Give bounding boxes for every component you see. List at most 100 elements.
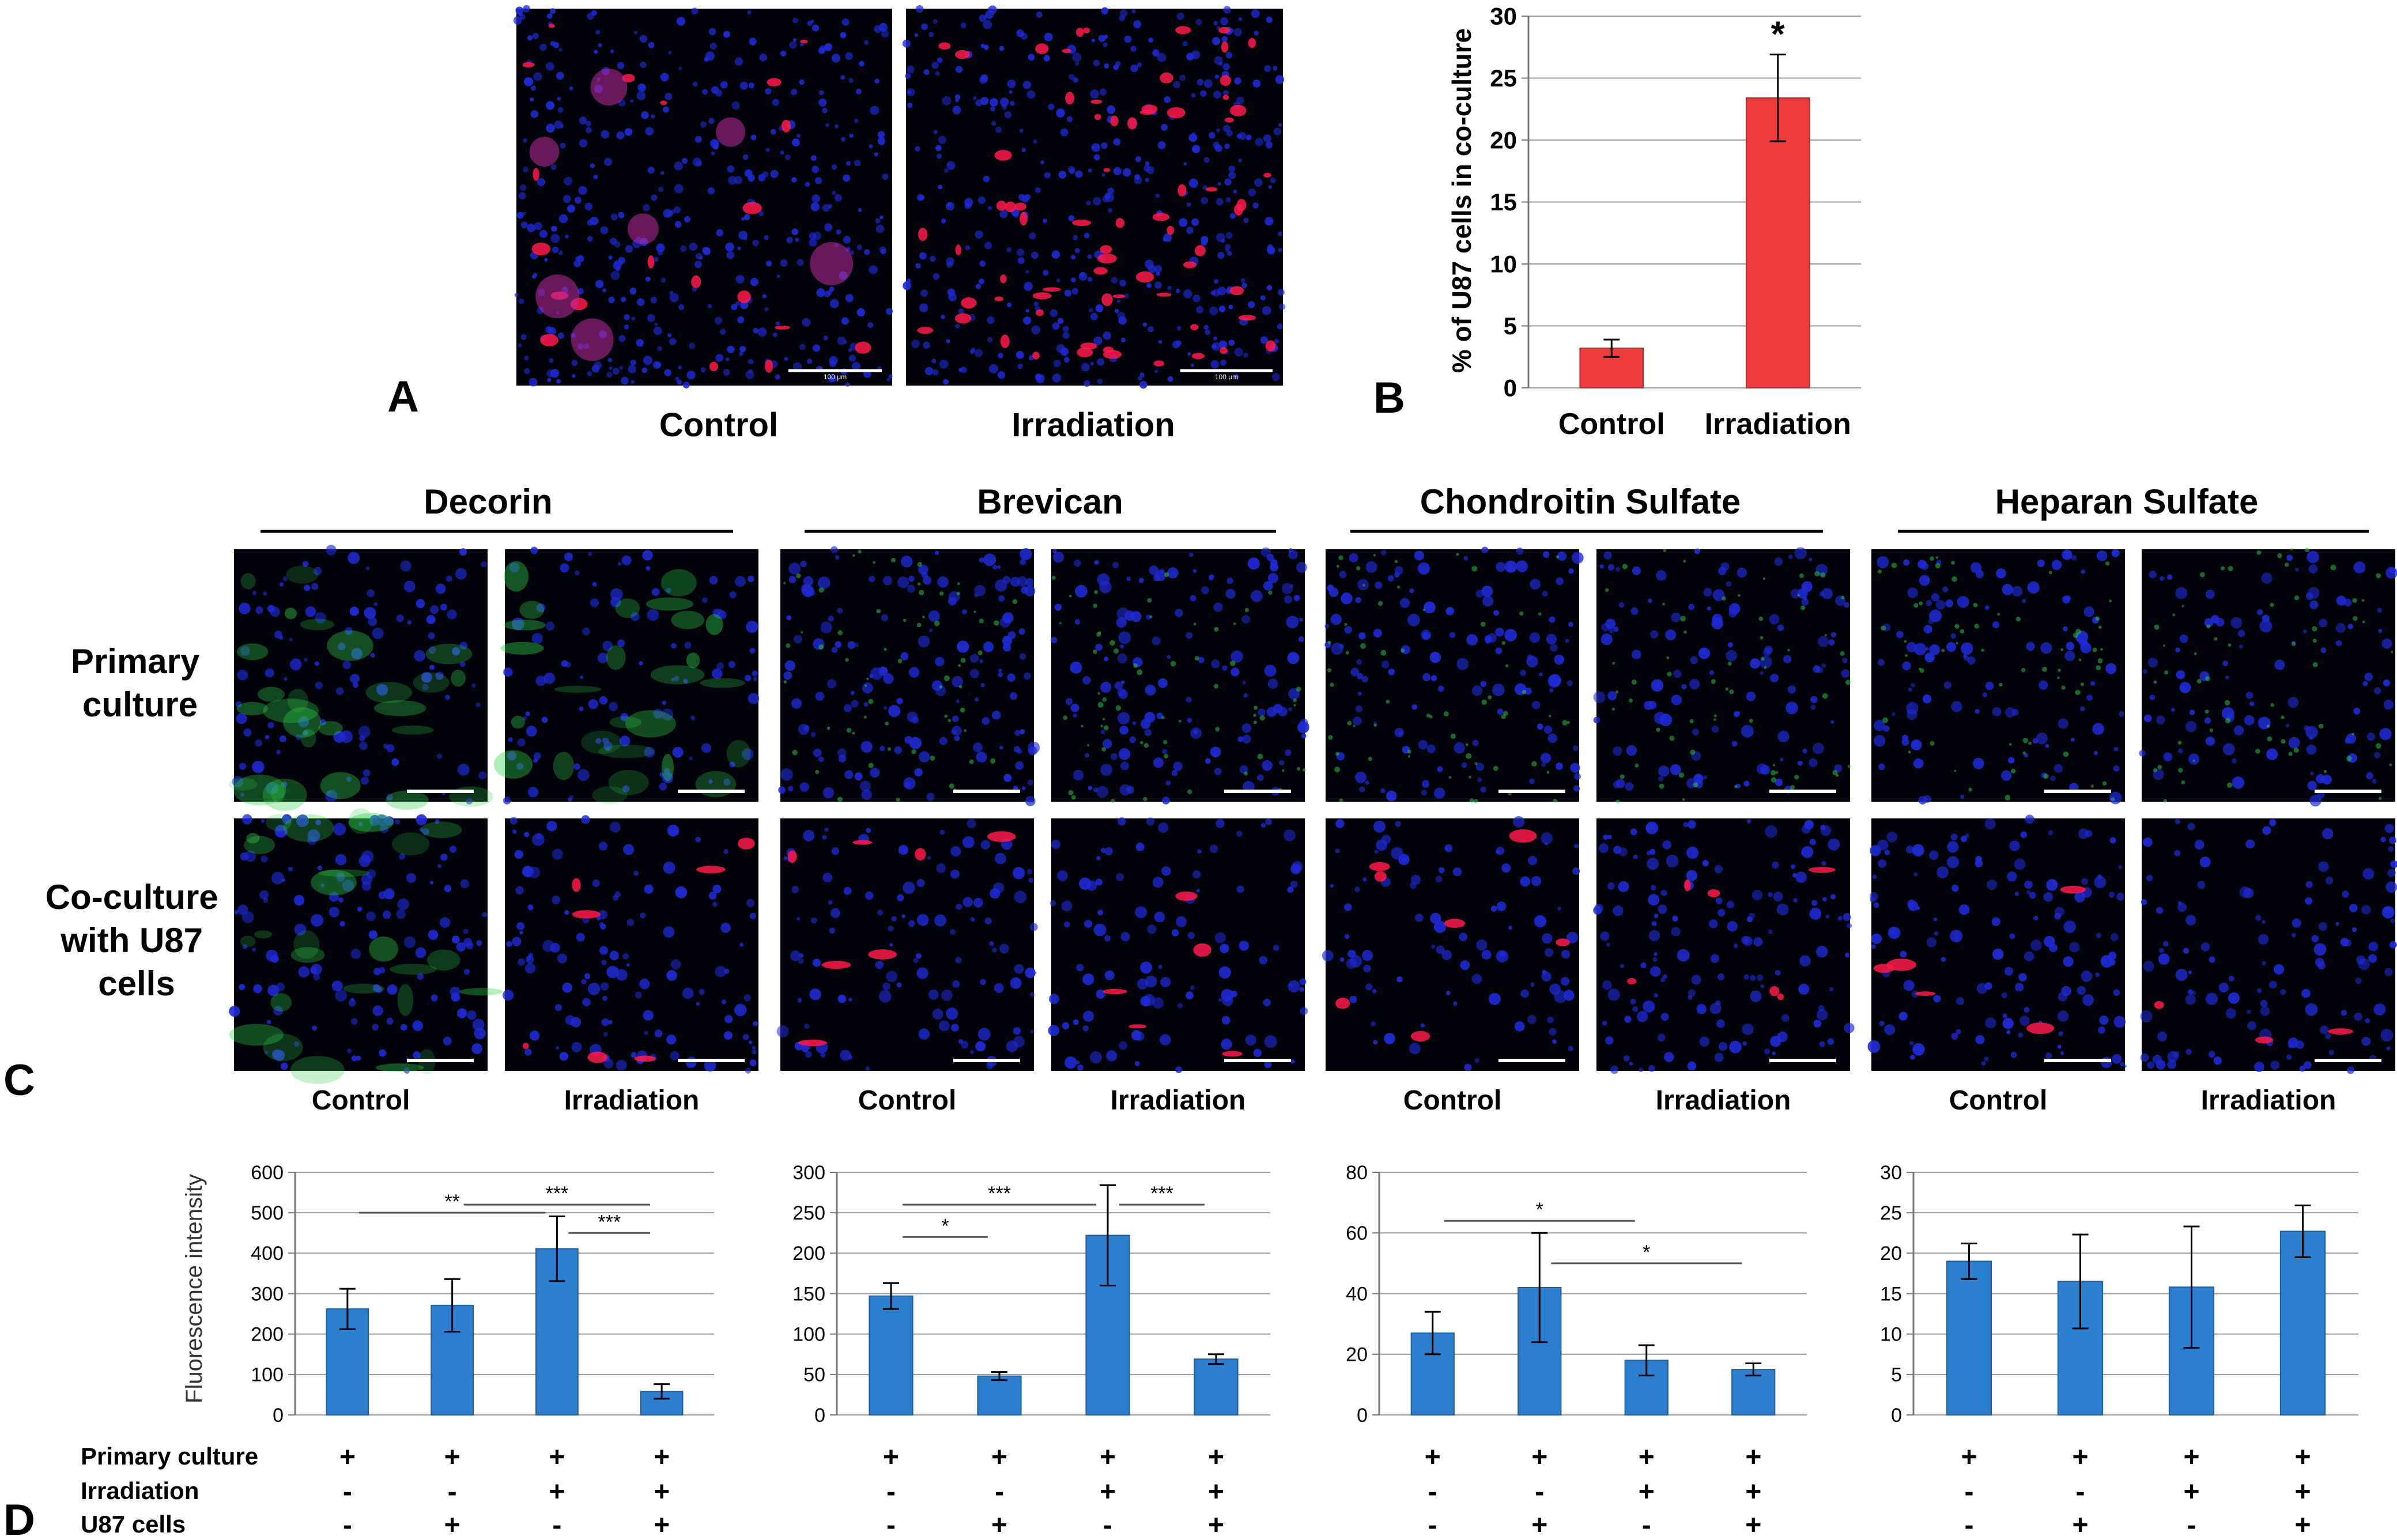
green-dot	[969, 759, 974, 764]
nucleus	[1025, 796, 1036, 806]
nucleus	[327, 790, 332, 795]
green-dot	[2010, 768, 2016, 773]
nucleus	[2094, 751, 2098, 755]
nucleus	[576, 933, 585, 942]
nucleus	[1600, 931, 1610, 941]
green-dot	[1548, 714, 1552, 718]
nucleus	[731, 101, 740, 110]
nucleus	[311, 583, 319, 590]
red-cell	[1238, 315, 1256, 321]
green-dot	[1386, 700, 1390, 704]
nucleus	[1287, 886, 1294, 893]
green-dot	[1214, 626, 1219, 632]
nucleus	[869, 265, 878, 274]
panel-c-header-chondroitin-sulfate: Chondroitin Sulfate	[1420, 482, 1741, 521]
green-dot	[2192, 759, 2195, 763]
red-cell	[1103, 346, 1114, 354]
nucleus	[2162, 941, 2169, 947]
nucleus	[1103, 42, 1108, 48]
nucleus	[739, 81, 748, 90]
green-stain	[348, 808, 373, 835]
nucleus	[2261, 572, 2273, 584]
nucleus	[2308, 564, 2318, 574]
nucleus	[1879, 1021, 1885, 1026]
nucleus	[1252, 80, 1261, 88]
y-tick-label: 200	[792, 1243, 825, 1265]
nucleus	[1648, 701, 1657, 709]
nucleus	[869, 576, 875, 583]
nucleus	[854, 772, 863, 781]
green-dot	[1097, 702, 1104, 708]
nucleus	[640, 61, 647, 69]
nucleus	[620, 296, 626, 303]
nucleus	[1053, 359, 1061, 367]
nucleus	[1126, 576, 1131, 581]
green-dot	[1919, 601, 1923, 606]
bar	[977, 1375, 1022, 1416]
nucleus	[661, 708, 674, 721]
nucleus	[1142, 322, 1147, 327]
nucleus	[911, 339, 920, 348]
nucleus	[976, 752, 987, 763]
nucleus	[1216, 128, 1220, 133]
nucleus	[824, 827, 829, 832]
red-cell	[1191, 353, 1205, 360]
red-cell	[821, 961, 851, 969]
condition-sign: +	[1745, 1442, 1761, 1473]
nucleus	[1183, 289, 1192, 299]
green-dot	[1336, 564, 1339, 568]
nucleus	[1420, 1023, 1425, 1028]
nucleus	[2185, 1048, 2192, 1055]
nucleus	[1884, 850, 1890, 855]
green-dot	[1147, 598, 1152, 603]
nucleus	[1213, 602, 1223, 612]
nucleus	[520, 334, 527, 340]
nucleus	[476, 940, 482, 946]
nucleus	[1463, 556, 1469, 561]
nucleus	[1090, 312, 1098, 320]
nucleus	[1652, 957, 1658, 962]
panel-a-label-control: Control	[659, 406, 778, 444]
nucleus	[1075, 61, 1079, 66]
nucleus	[1605, 618, 1616, 629]
nucleus	[601, 1018, 610, 1026]
nucleus	[2096, 933, 2101, 938]
green-dot	[1882, 717, 1888, 723]
nucleus	[403, 1067, 410, 1074]
nucleus	[2111, 549, 2120, 557]
nucleus	[1288, 688, 1300, 700]
y-tick-label: 20	[1346, 1344, 1368, 1366]
nucleus	[980, 979, 986, 986]
nucleus	[351, 648, 363, 659]
nucleus	[886, 971, 898, 983]
nucleus	[527, 904, 534, 911]
nucleus	[1013, 1027, 1021, 1035]
nucleus	[2019, 1016, 2030, 1026]
nucleus	[901, 914, 905, 918]
nucleus	[524, 368, 530, 375]
nucleus	[1110, 753, 1118, 760]
nucleus	[567, 205, 575, 213]
nucleus	[347, 1048, 352, 1054]
green-dot	[1538, 612, 1542, 616]
nucleus	[723, 368, 730, 376]
green-stain	[290, 947, 325, 963]
green-dot	[1466, 753, 1472, 759]
nucleus	[1711, 725, 1719, 733]
nucleus	[1203, 157, 1210, 163]
nucleus	[2311, 935, 2319, 943]
nucleus	[1411, 704, 1417, 710]
nucleus	[2222, 743, 2235, 756]
nucleus	[1703, 775, 1708, 780]
green-dot	[2323, 769, 2327, 773]
green-dot	[1930, 741, 1935, 746]
condition-sign: -	[1428, 1510, 1437, 1537]
nucleus	[1708, 919, 1718, 928]
nucleus	[1183, 162, 1187, 166]
green-dot	[1840, 651, 1845, 656]
nucleus	[1773, 892, 1783, 901]
green-dot	[1330, 682, 1334, 687]
nucleus	[1593, 691, 1606, 703]
nucleus	[723, 31, 730, 38]
